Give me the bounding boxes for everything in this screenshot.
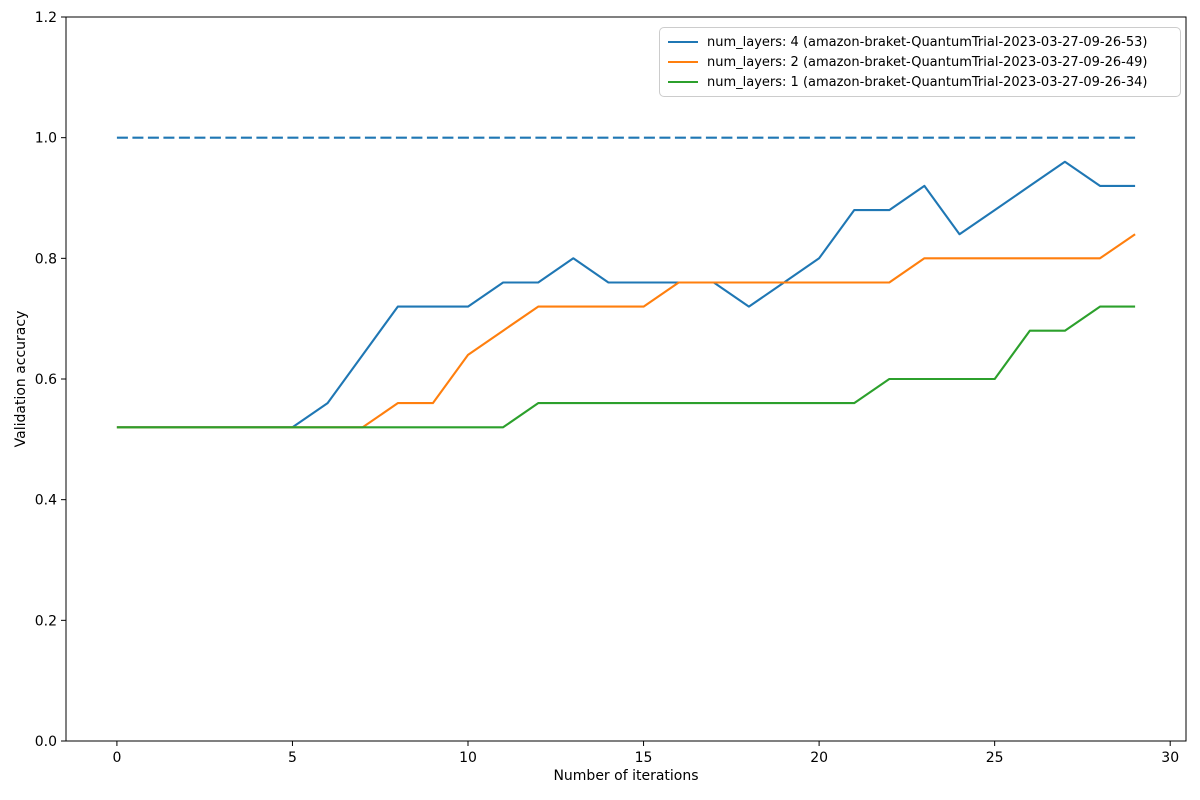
legend-line-swatch-blue [668,41,698,43]
y-tick-label: 0.0 [35,734,57,750]
plot-frame [65,16,1187,742]
series-line-2 [116,305,1136,429]
x-tick-label: 15 [635,750,653,766]
axis-ticks: 0 5 10 15 20 25 30 0.0 0.2 0.4 0.6 0.8 1.0 1.2 [35,10,1179,766]
legend-line-swatch-green [668,81,698,83]
x-tick-label: 10 [459,750,477,766]
y-tick-label: 0.8 [35,251,57,267]
series-lines [116,136,1136,429]
legend-label: num_layers: 4 (amazon-braket-QuantumTria… [707,34,1148,50]
legend-label: num_layers: 1 (amazon-braket-QuantumTria… [707,74,1148,90]
y-axis-label: Validation accuracy [13,311,29,448]
legend-item: num_layers: 2 (amazon-braket-QuantumTria… [668,52,1172,72]
series-line-0 [116,160,1136,429]
legend: num_layers: 4 (amazon-braket-QuantumTria… [659,27,1181,97]
legend-line-swatch-orange [668,61,698,63]
x-tick-label: 5 [288,750,297,766]
y-tick-label: 0.6 [35,372,57,388]
x-tick-label: 20 [810,750,828,766]
plot-spines [65,16,1187,742]
x-tick-label: 25 [986,750,1004,766]
legend-item: num_layers: 4 (amazon-braket-QuantumTria… [668,32,1172,52]
y-tick-label: 1.2 [35,10,57,26]
x-tick-label: 30 [1161,750,1179,766]
y-tick-label: 0.2 [35,613,57,629]
x-tick-label: 0 [112,750,121,766]
legend-label: num_layers: 2 (amazon-braket-QuantumTria… [707,54,1148,70]
x-axis-label: Number of iterations [553,768,698,784]
y-tick-label: 0.4 [35,493,57,509]
legend-item: num_layers: 1 (amazon-braket-QuantumTria… [668,72,1172,92]
y-tick-label: 1.0 [35,131,57,147]
series-line-1 [116,233,1136,429]
